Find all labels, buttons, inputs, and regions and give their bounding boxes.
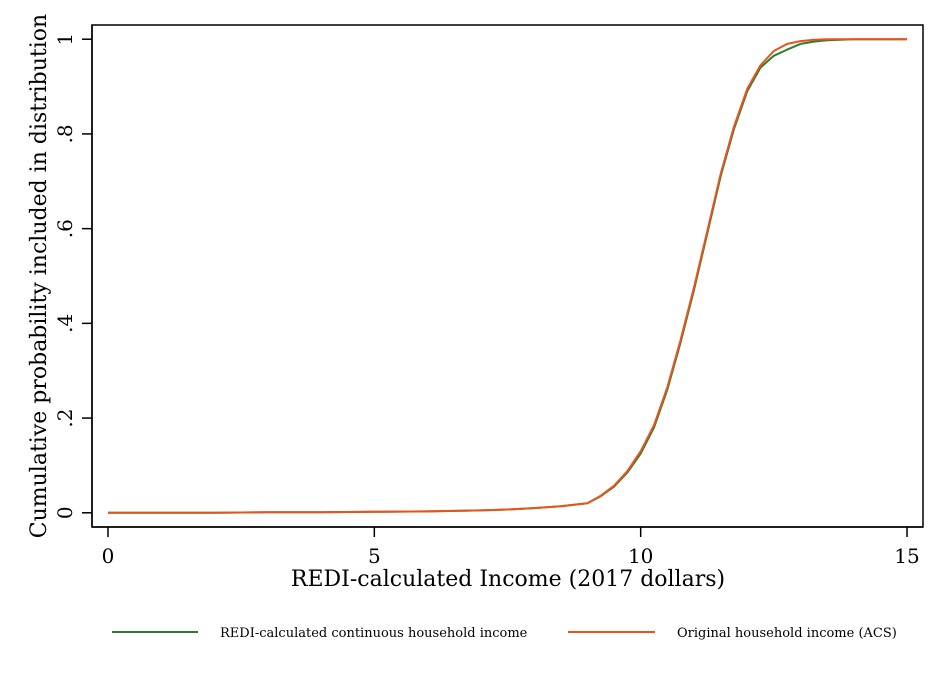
y-tick-label: .4 [53,314,77,333]
legend-label-redi: REDI-calculated continuous household inc… [220,626,528,641]
series-line-redi [108,38,907,514]
y-tick-label: .2 [53,409,77,428]
legend-label-acs: Original household income (ACS) [677,626,897,641]
y-tick-label: .6 [53,219,77,238]
plot-frame [91,24,924,528]
x-tick-label: 0 [102,544,115,568]
x-tick-label: 10 [628,544,653,568]
x-tick-label: 15 [894,544,919,568]
series-line-acs [108,38,907,514]
x-tick-label: 5 [368,544,381,568]
y-axis-title: Cumulative probability included in distr… [27,14,52,538]
y-tick-label: 0 [53,506,77,519]
y-axis: 0 .2 .4 .6 .8 1 [53,25,93,527]
x-axis: 0 5 10 15 [92,526,923,568]
y-tick-label: 1 [53,33,77,46]
series-layer [108,38,907,514]
legend: REDI-calculated continuous household inc… [112,626,897,641]
x-axis-title: REDI-calculated Income (2017 dollars) [291,567,725,592]
y-tick-label: .8 [53,124,77,143]
